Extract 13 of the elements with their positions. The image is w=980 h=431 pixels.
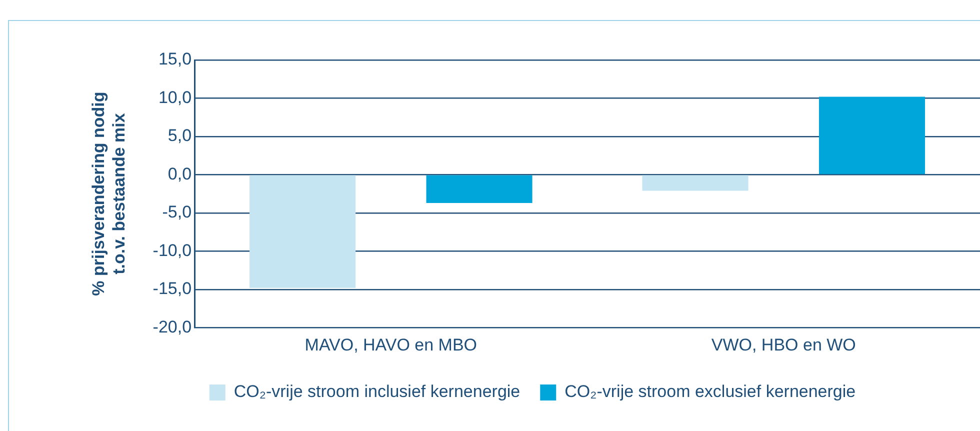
x-tick-label: VWO, HBO en WO (711, 335, 856, 354)
y-tick-label: -10,0 (152, 240, 192, 260)
y-tick-label: -20,0 (152, 317, 192, 336)
y-tick-label: -15,0 (152, 279, 192, 298)
y-tick-label: -5,0 (162, 202, 192, 222)
legend-label: CO₂-vrije stroom exclusief kernenergie (564, 382, 856, 402)
legend-label: CO₂-vrije stroom inclusief kernenergie (234, 382, 520, 402)
x-tick-label: MAVO, HAVO en MBO (304, 335, 478, 354)
y-tick-label: 0,0 (168, 164, 192, 184)
y-tick-label: 5,0 (168, 126, 192, 146)
y-tick-label: 10,0 (158, 88, 192, 107)
y-tick-label: 15,0 (158, 50, 192, 69)
y-axis-title: % prijsverandering nodig t.o.v. bestaande mix (88, 92, 128, 296)
